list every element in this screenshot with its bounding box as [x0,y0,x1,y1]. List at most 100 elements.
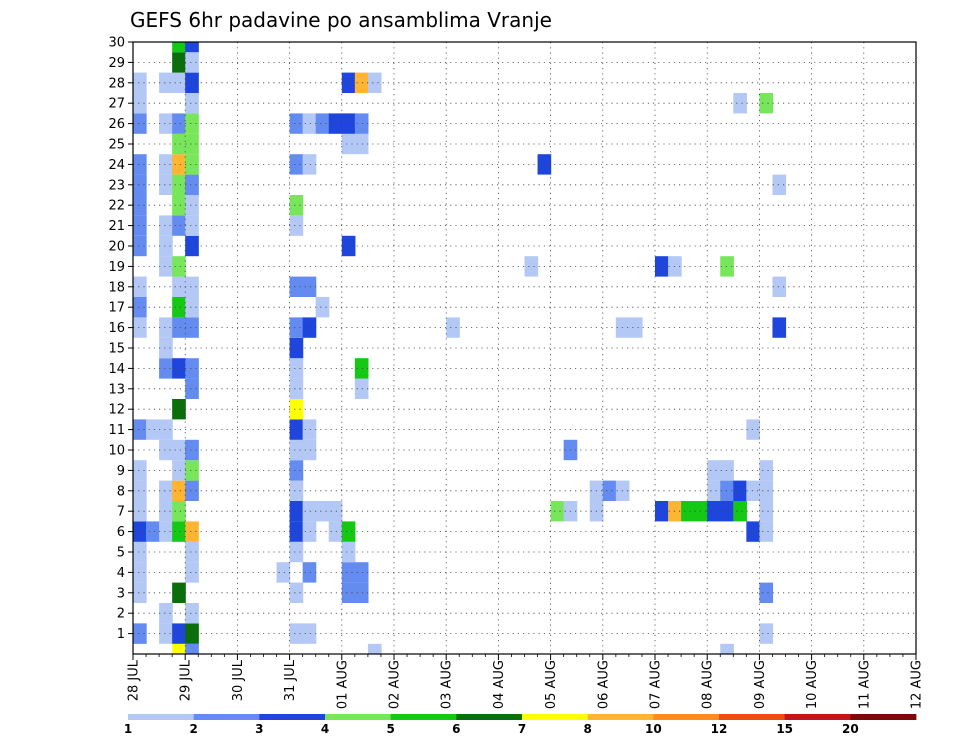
heatmap-cell [159,439,173,461]
heatmap-cell [341,562,356,583]
heatmap-cell [302,317,317,338]
colorbar-label: 15 [776,722,793,736]
heatmap-cell [759,93,774,114]
y-tick-label: 8 [117,484,125,499]
heatmap-cell [133,154,147,175]
heatmap-cell [772,276,787,297]
heatmap-cell [172,582,186,603]
y-tick-label: 15 [108,342,125,357]
heatmap-cell [655,256,669,277]
heatmap-cell [707,501,721,522]
x-tick-label: 02 AUG [388,660,403,709]
colorbar-label: 12 [711,722,728,736]
heatmap-cell [172,154,186,175]
heatmap-cell [315,113,330,134]
heatmap-cell [185,93,199,114]
x-tick-label: 29 JUL [179,659,194,701]
heatmap-cell [159,317,173,338]
heatmap-cell [185,215,199,236]
y-tick-label: 21 [108,219,125,234]
heatmap-cell [354,358,369,379]
heatmap-cell [133,235,147,257]
heatmap-cell [146,521,160,542]
y-tick-label: 27 [108,97,125,112]
heatmap-cell [172,623,186,644]
heatmap-cell [367,643,382,654]
heatmap-cell [746,480,760,501]
y-tick-label: 14 [108,362,125,377]
heatmap-cell [341,541,356,563]
heatmap-cell [159,501,173,522]
colorbar-swatch [850,714,917,720]
heatmap-cell [302,501,317,522]
heatmap-cell [172,460,186,481]
y-tick-label: 4 [117,566,125,581]
heatmap-cell [289,399,304,420]
heatmap-cell [289,521,304,542]
heatmap-cell [302,521,317,542]
chart-title: GEFS 6hr padavine po ansamblima Vranje [130,8,552,32]
heatmap-cell [159,174,173,195]
y-tick-label: 17 [108,301,125,316]
heatmap-cell [185,317,199,338]
heatmap-cell [289,439,304,461]
y-tick-label: 23 [108,178,125,193]
heatmap-cell [133,623,147,644]
heatmap-cell [159,72,173,93]
heatmap-cell [185,562,199,583]
heatmap-cell [289,582,304,603]
y-tick-label: 6 [117,525,125,540]
y-tick-label: 26 [108,117,125,132]
heatmap-cell [133,521,147,542]
heatmap-cell [341,235,356,257]
heatmap-cell [159,623,173,644]
heatmap-cell [172,501,186,522]
y-tick-label: 29 [108,56,125,71]
heatmap-cell [302,154,317,175]
x-tick-label: 30 JUL [231,659,246,701]
x-tick-label: 07 AUG [649,660,664,709]
colorbar-swatch [128,714,195,720]
heatmap-cell [720,460,734,481]
heatmap-cell [289,419,304,440]
heatmap-cell [172,174,186,195]
heatmap-cell [302,276,317,297]
heatmap-cell [185,439,199,461]
heatmap-cell [159,337,173,359]
y-tick-label: 11 [108,423,125,438]
y-tick-label: 25 [108,138,125,153]
heatmap-cell [720,256,734,277]
heatmap-cell [159,358,173,379]
colorbar-label: 7 [518,722,526,736]
heatmap-cell [159,480,173,501]
heatmap-cell [172,133,186,155]
heatmap-cell [289,378,304,399]
y-tick-label: 2 [117,607,125,622]
heatmap-cell [354,113,369,134]
x-tick-label: 03 AUG [440,660,455,709]
heatmap-cell [185,174,199,195]
colorbar-swatch [653,714,720,720]
heatmap-cell [185,195,199,216]
heatmap-cell [302,562,317,583]
heatmap-cell [159,256,173,277]
heatmap-cell [315,501,330,522]
heatmap-cell [289,276,304,297]
heatmap-cell [185,480,199,501]
x-tick-label: 09 AUG [753,660,768,709]
colorbar-label: 2 [189,722,197,736]
y-tick-label: 28 [108,76,125,91]
heatmap-cell [133,93,147,114]
heatmap-cell [759,582,774,603]
heatmap-cell [759,501,774,522]
heatmap-cell [367,72,382,93]
x-tick-label: 31 JUL [283,659,298,701]
heatmap-cell [133,460,147,481]
heatmap-cell [133,501,147,522]
x-tick-label: 04 AUG [492,660,507,709]
y-axis: 1234567891011121314151617181920212223242… [108,36,133,642]
heatmap-cell [289,154,304,175]
heatmap-cell [289,480,304,501]
heatmap-cell [354,582,369,603]
